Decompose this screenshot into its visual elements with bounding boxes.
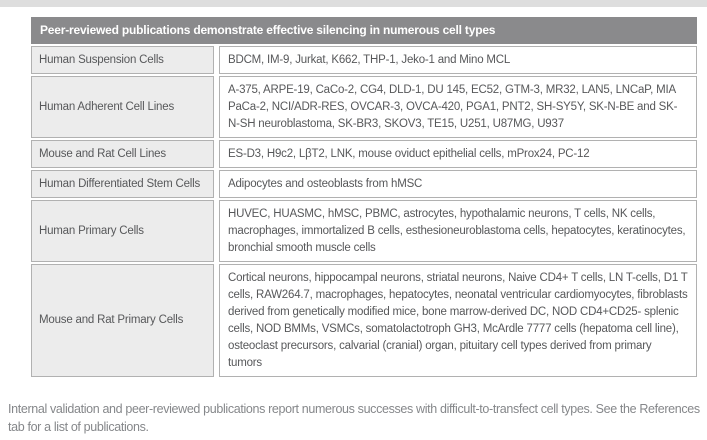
category-label: Human Primary Cells (39, 224, 144, 237)
category-cell: Human Adherent Cell Lines (31, 76, 214, 138)
category-label: Human Suspension Cells (39, 53, 164, 66)
cell-lines-cell: Cortical neurons, hippocampal neurons, s… (219, 264, 697, 377)
category-label: Human Adherent Cell Lines (39, 100, 174, 113)
category-label: Mouse and Rat Primary Cells (39, 314, 184, 326)
category-cell: Human Primary Cells (31, 200, 214, 262)
cell-lines-text: HUVEC, HUASMC, hMSC, PBMC, astrocytes, h… (228, 208, 686, 254)
footnote-text: Internal validation and peer-reviewed pu… (8, 402, 700, 434)
cell-lines-text: A-375, ARPE-19, CaCo-2, CG4, DLD-1, DU 1… (228, 84, 678, 130)
cell-lines-text: Cortical neurons, hippocampal neurons, s… (228, 272, 688, 369)
category-label: Mouse and Rat Cell Lines (39, 147, 166, 160)
cell-types-table: Peer-reviewed publications demonstrate e… (31, 17, 697, 377)
category-cell: Mouse and Rat Primary Cells (31, 264, 214, 377)
table-title: Peer-reviewed publications demonstrate e… (31, 17, 697, 44)
cell-lines-cell: HUVEC, HUASMC, hMSC, PBMC, astrocytes, h… (219, 200, 697, 262)
cell-lines-text: Adipocytes and osteoblasts from hMSC (228, 178, 423, 190)
cell-lines-cell: BDCM, IM-9, Jurkat, K662, THP-1, Jeko-1 … (219, 46, 697, 74)
category-cell: Mouse and Rat Cell Lines (31, 140, 214, 168)
cell-lines-cell: Adipocytes and osteoblasts from hMSC (219, 170, 697, 198)
category-cell: Human Differentiated Stem Cells (31, 170, 214, 198)
cell-lines-cell: ES-D3, H9c2, LβT2, LNK, mouse oviduct ep… (219, 140, 697, 168)
cell-lines-cell: A-375, ARPE-19, CaCo-2, CG4, DLD-1, DU 1… (219, 76, 697, 138)
cell-lines-text: ES-D3, H9c2, LβT2, LNK, mouse oviduct ep… (228, 148, 590, 160)
cell-lines-text: BDCM, IM-9, Jurkat, K662, THP-1, Jeko-1 … (228, 54, 511, 66)
category-cell: Human Suspension Cells (31, 46, 214, 74)
table-body: Human Suspension Cells BDCM, IM-9, Jurka… (31, 46, 697, 377)
top-edge-strip (0, 0, 707, 7)
category-label: Human Differentiated Stem Cells (39, 177, 201, 190)
